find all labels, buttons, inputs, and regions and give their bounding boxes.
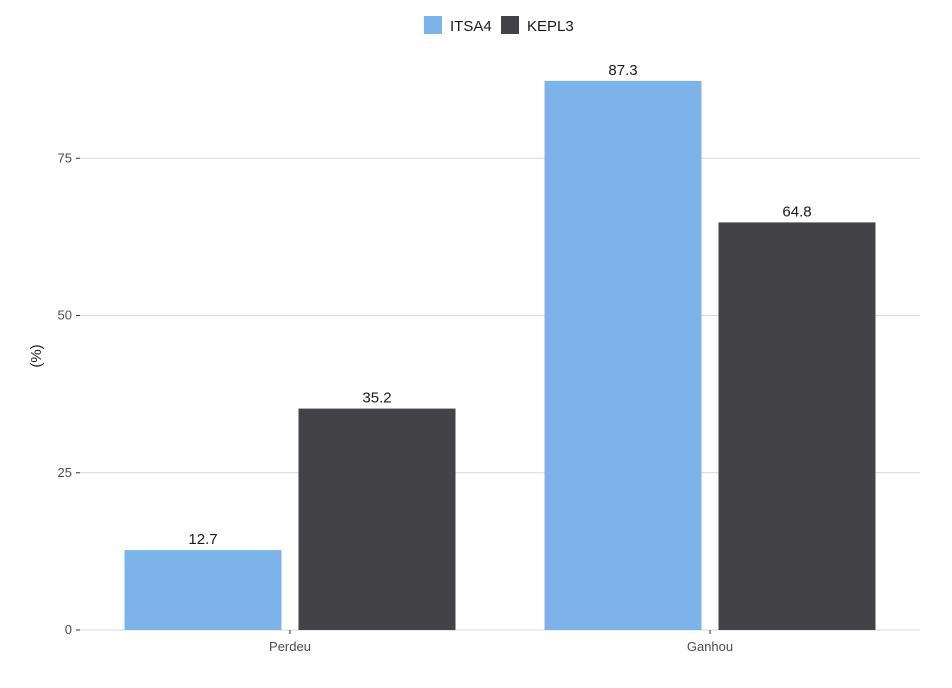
x-tick-label: Ganhou — [687, 639, 733, 654]
y-axis-title: (%) — [28, 344, 45, 367]
x-tick-label: Perdeu — [269, 639, 311, 654]
x-axis: Perdeu Ganhou — [269, 630, 733, 654]
bar-value-labels: 12.7 35.2 87.3 64.8 — [188, 62, 811, 548]
bar-kepl3-ganhou — [718, 222, 876, 630]
legend-swatch-kepl3 — [501, 16, 519, 34]
bar-value-label: 87.3 — [608, 62, 637, 79]
legend-label-itsa4: ITSA4 — [450, 18, 492, 35]
y-axis: 0 25 50 75 — [58, 150, 80, 637]
y-tick-label: 75 — [58, 150, 72, 165]
legend-label-kepl3: KEPL3 — [527, 18, 574, 35]
bar-value-label: 12.7 — [188, 531, 217, 548]
y-tick-label: 50 — [58, 308, 72, 323]
bar-kepl3-perdeu — [298, 408, 456, 630]
bar-value-label: 35.2 — [362, 390, 391, 407]
y-tick-label: 0 — [65, 622, 72, 637]
bar-itsa4-perdeu — [124, 550, 282, 630]
y-tick-label: 25 — [58, 465, 72, 480]
legend: ITSA4 KEPL3 — [424, 16, 574, 35]
bar-itsa4-ganhou — [544, 80, 702, 631]
bar-value-label: 64.8 — [782, 203, 811, 220]
bars — [124, 80, 876, 631]
legend-swatch-itsa4 — [424, 16, 442, 34]
